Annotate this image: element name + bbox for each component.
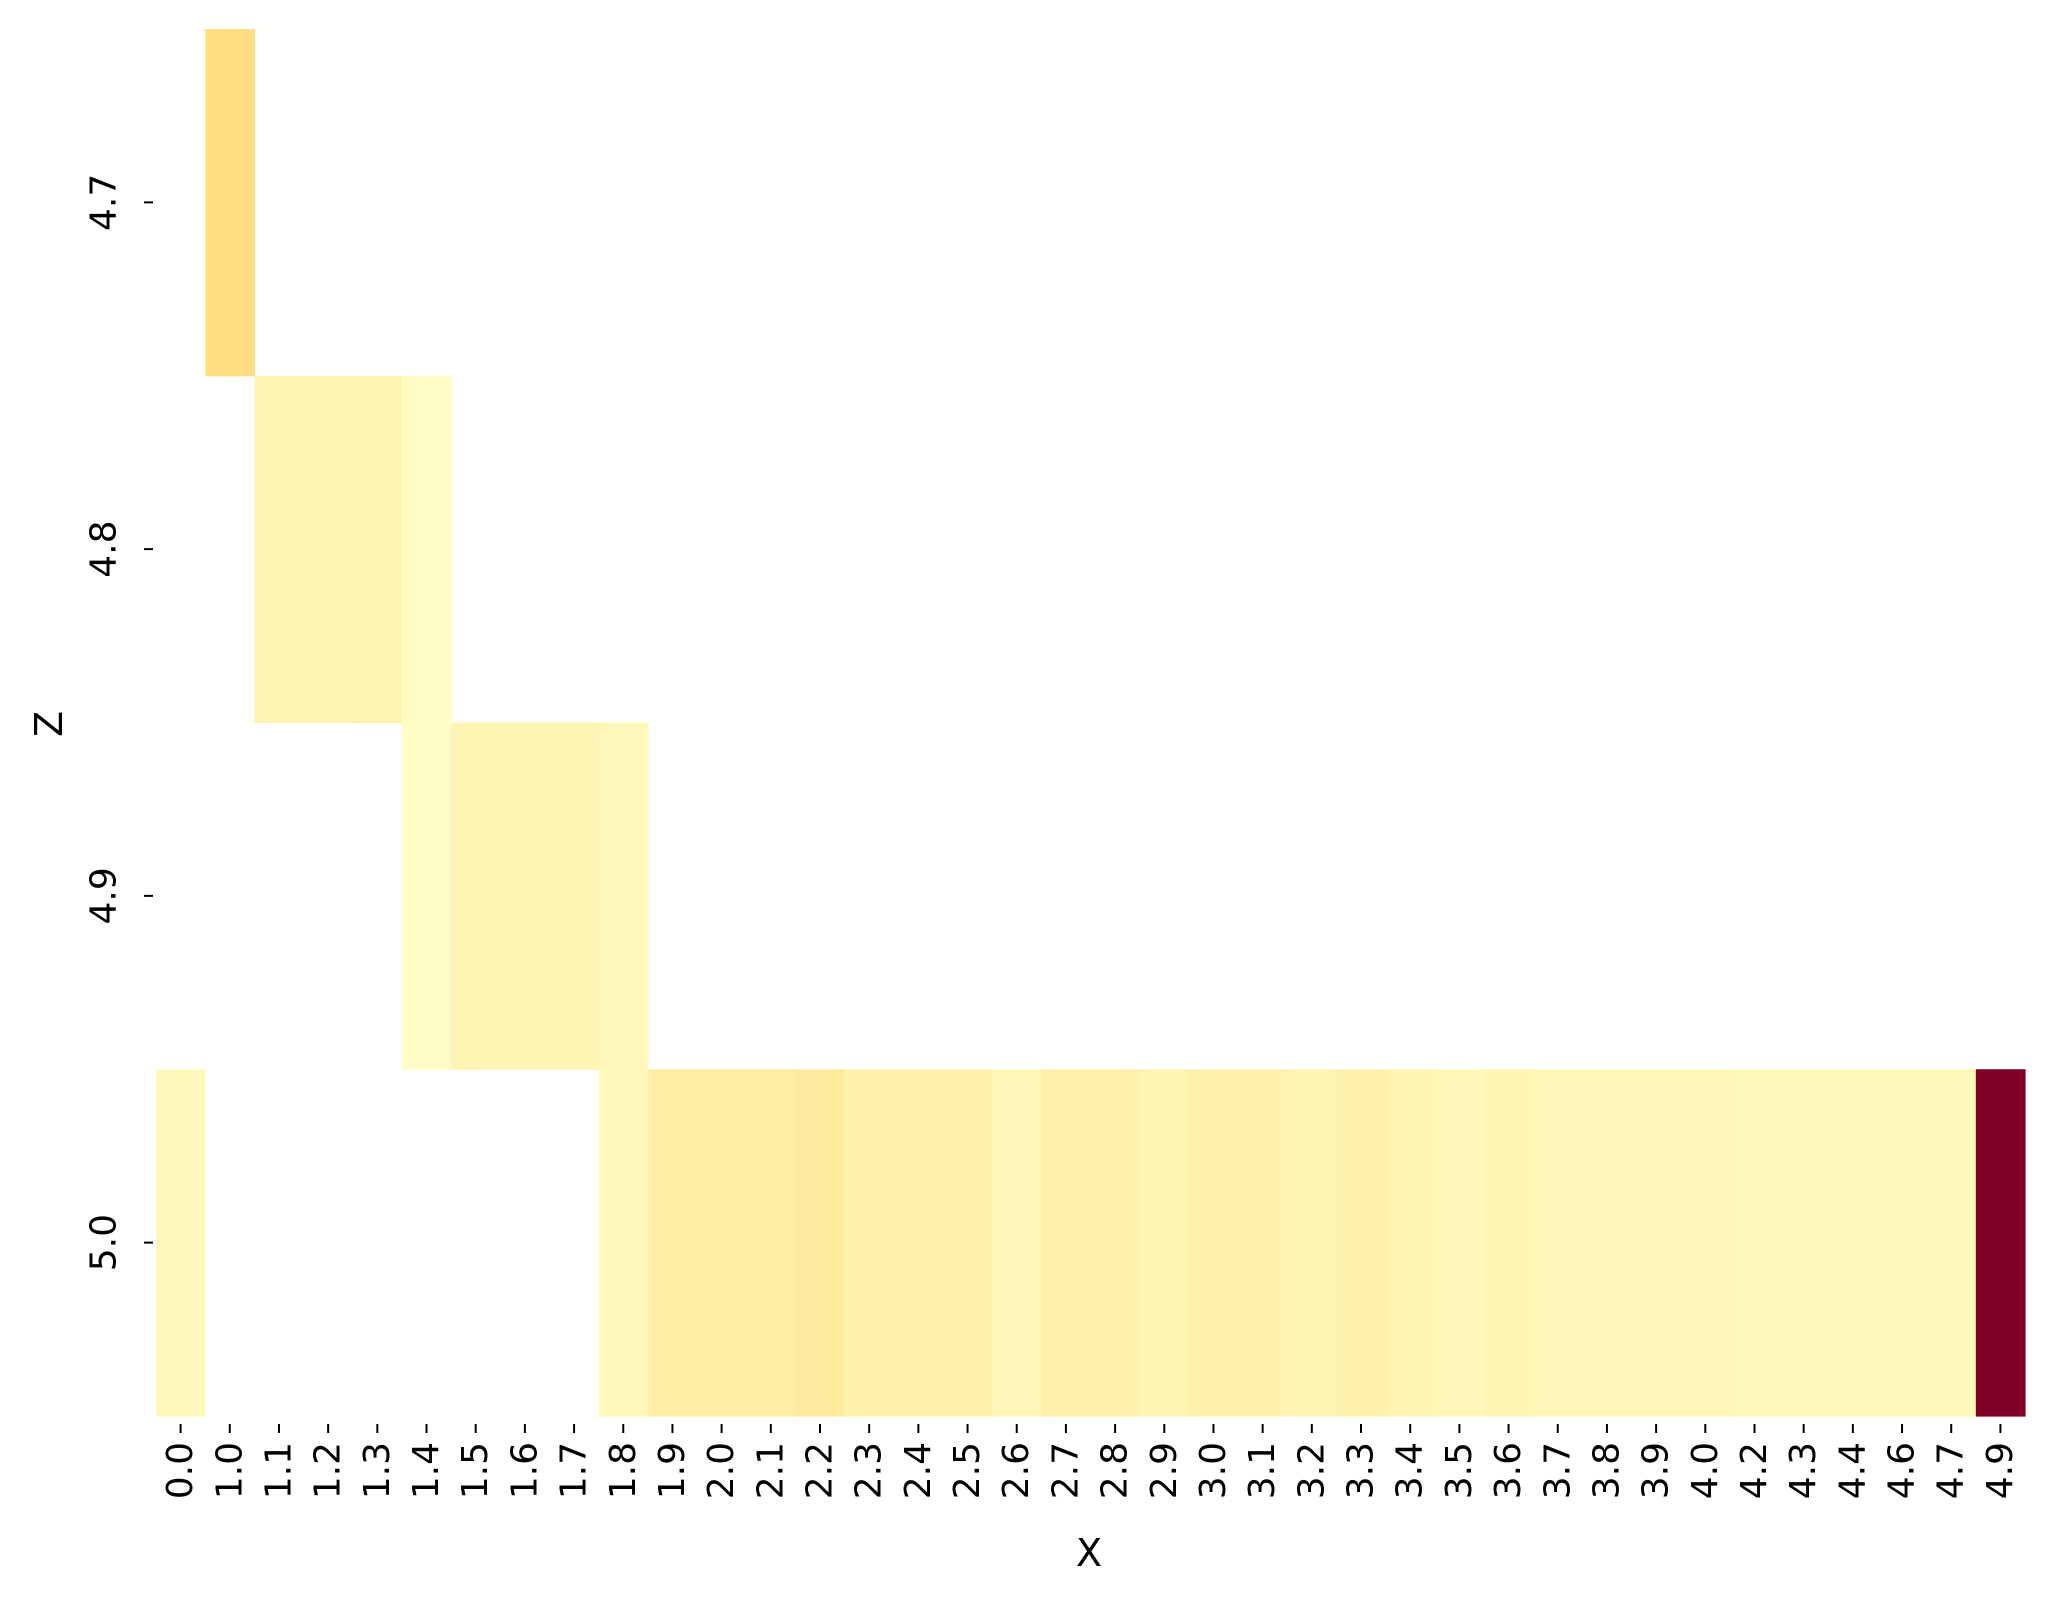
- heatmap-cell: [1877, 1069, 1928, 1417]
- heatmap-cell: [1779, 1069, 1829, 1417]
- heatmap-cell: [451, 722, 501, 1070]
- x-tick-label: 3.0: [1193, 1442, 1234, 1499]
- x-tick-label: 2.4: [898, 1442, 939, 1499]
- heatmap-cell: [254, 375, 305, 724]
- y-axis-ticks: 4.7 4.8 4.9 5.0: [84, 174, 153, 1271]
- x-tick-label: 4.2: [1734, 1442, 1775, 1499]
- x-tick-label: 3.5: [1439, 1442, 1480, 1499]
- x-tick-label: 3.6: [1488, 1442, 1529, 1499]
- x-tick-label: 1.5: [455, 1442, 496, 1499]
- x-tick-label: 1.6: [504, 1442, 545, 1499]
- x-tick-label: 3.2: [1291, 1442, 1332, 1499]
- heatmap-cell: [1926, 1069, 1977, 1417]
- x-axis-label: X: [1076, 1531, 1102, 1575]
- x-tick-label: 3.4: [1390, 1442, 1431, 1499]
- heatmap-cell: [401, 375, 452, 724]
- heatmap-cell: [401, 722, 452, 1070]
- heatmap-cell: [1680, 1069, 1731, 1417]
- x-tick-label: 3.7: [1537, 1442, 1578, 1499]
- x-tick-label: 2.6: [996, 1442, 1037, 1499]
- x-tick-label: 4.0: [1685, 1442, 1726, 1499]
- heatmap-cell: [942, 1069, 993, 1417]
- heatmap-cell: [549, 722, 600, 1070]
- heatmap-cell: [205, 29, 255, 377]
- y-tick-label: 4.8: [84, 520, 125, 577]
- y-tick-label: 4.7: [84, 174, 125, 231]
- heatmap-cell: [1287, 1069, 1338, 1417]
- heatmap-cell: [697, 1069, 747, 1417]
- x-tick-label: 4.7: [1931, 1442, 1972, 1499]
- x-tick-label: 4.4: [1832, 1442, 1873, 1499]
- x-tick-label: 0.0: [160, 1442, 201, 1499]
- x-tick-label: 4.3: [1783, 1442, 1824, 1499]
- heatmap-cell: [1385, 1069, 1436, 1417]
- heatmap-cell: [352, 375, 403, 724]
- x-tick-label: 1.0: [209, 1442, 250, 1499]
- heatmap-cell: [893, 1069, 944, 1417]
- heatmap-cell: [1188, 1069, 1239, 1417]
- y-tick-label: 5.0: [84, 1214, 125, 1271]
- heatmap-cell: [500, 722, 551, 1070]
- heatmap-cell: [844, 1069, 895, 1417]
- x-tick-label: 2.7: [1045, 1442, 1086, 1499]
- heatmap-cell: [795, 1069, 846, 1417]
- heatmap-cell: [1139, 1069, 1190, 1417]
- heatmap-cell: [598, 722, 649, 1070]
- heatmap-cell: [1828, 1069, 1879, 1417]
- heatmap-cell: [1631, 1069, 1682, 1417]
- x-tick-label: 2.5: [947, 1442, 988, 1499]
- x-tick-label: 4.9: [1980, 1442, 2021, 1499]
- x-tick-label: 1.7: [554, 1442, 595, 1499]
- heatmap-cell: [1975, 1069, 2026, 1417]
- heatmap-cell: [647, 1069, 698, 1417]
- x-tick-label: 1.3: [357, 1442, 398, 1499]
- heatmap-cell: [992, 1069, 1042, 1417]
- x-tick-label: 1.9: [652, 1442, 693, 1499]
- heatmap-cell: [1533, 1069, 1583, 1417]
- x-axis-ticks: 0.0 1.0 1.1 1.2 1.3 1.4 1.5 1.6 1.7 1.8 1.9 2.0 2.1 2…: [160, 1424, 2021, 1499]
- x-tick-label: 1.2: [308, 1442, 349, 1499]
- x-tick-label: 3.8: [1586, 1442, 1627, 1499]
- heatmap-cell: [1090, 1069, 1141, 1417]
- x-tick-label: 1.1: [258, 1442, 299, 1499]
- heatmap-cell: [1041, 1069, 1092, 1417]
- heatmap-cell: [303, 375, 354, 724]
- x-tick-label: 3.1: [1242, 1442, 1283, 1499]
- heatmap-cell: [1582, 1069, 1633, 1417]
- x-tick-label: 1.8: [603, 1442, 644, 1499]
- x-tick-label: 3.3: [1341, 1442, 1382, 1499]
- x-tick-label: 2.2: [799, 1442, 840, 1499]
- x-tick-label: 3.9: [1636, 1442, 1677, 1499]
- y-tick-label: 4.9: [84, 867, 125, 924]
- heatmap-cell: [1729, 1069, 1780, 1417]
- heatmap-cell: [1483, 1069, 1534, 1417]
- heatmap-cell: [156, 1069, 206, 1417]
- heatmap-cell: [1238, 1069, 1288, 1417]
- x-tick-label: 1.4: [406, 1442, 447, 1499]
- heatmap-cell: [1336, 1069, 1387, 1417]
- x-tick-label: 2.3: [849, 1442, 890, 1499]
- x-tick-label: 2.0: [701, 1442, 742, 1499]
- x-tick-label: 2.8: [1095, 1442, 1136, 1499]
- heatmap-cell: [746, 1069, 796, 1417]
- x-tick-label: 2.9: [1144, 1442, 1185, 1499]
- heatmap-cell: [598, 1069, 649, 1417]
- x-tick-label: 2.1: [750, 1442, 791, 1499]
- heatmap-cell: [1434, 1069, 1485, 1417]
- x-tick-label: 4.6: [1882, 1442, 1923, 1499]
- heatmap-cells: [156, 29, 2026, 1417]
- y-axis-label: Z: [27, 711, 71, 737]
